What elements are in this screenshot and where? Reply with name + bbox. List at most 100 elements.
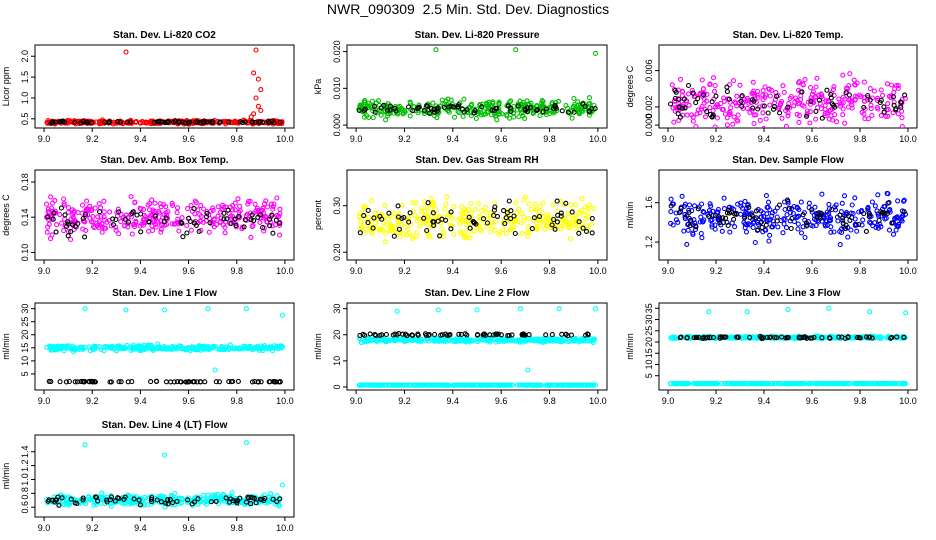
data-point	[769, 224, 775, 230]
data-point	[467, 235, 473, 241]
data-point	[169, 200, 175, 206]
data-point	[847, 97, 853, 103]
data-point	[868, 220, 874, 226]
reference-point	[138, 229, 144, 235]
reference-point	[732, 211, 738, 217]
data-point	[840, 100, 846, 106]
reference-point	[854, 334, 860, 341]
data-point	[220, 491, 226, 498]
y-tick-label: 0.000	[644, 114, 654, 137]
reference-point	[174, 379, 180, 385]
data-point	[765, 199, 772, 205]
data-point	[902, 211, 909, 217]
reference-point	[543, 332, 549, 338]
reference-point	[163, 379, 169, 385]
y-tick-label: 30	[20, 304, 30, 314]
data-point	[700, 380, 706, 387]
y-tick-label: 0.18	[20, 173, 30, 191]
reference-point	[857, 335, 863, 341]
reference-point	[672, 88, 678, 94]
reference-point	[404, 332, 410, 339]
reference-point	[81, 379, 87, 385]
reference-point	[709, 99, 715, 105]
outlier-point	[82, 306, 88, 312]
data-point	[679, 193, 685, 199]
data-point	[101, 209, 107, 215]
data-point	[515, 219, 521, 225]
plot-frame	[34, 169, 295, 261]
data-point	[824, 222, 830, 228]
reference-point	[811, 334, 817, 341]
y-tick-label: 1.4	[20, 445, 30, 458]
reference-point	[365, 207, 371, 213]
data-point	[555, 98, 562, 104]
data-point	[878, 112, 884, 118]
panel-title: Stan. Dev. Li-820 Pressure	[415, 30, 540, 41]
reference-point	[840, 220, 846, 226]
data-point	[495, 382, 501, 388]
reference-point	[524, 105, 530, 111]
data-point	[807, 84, 814, 91]
data-point	[684, 112, 690, 118]
data-point	[542, 226, 548, 232]
x-tick-label: 9.6	[495, 266, 508, 276]
data-point	[277, 206, 283, 212]
data-point	[402, 224, 408, 230]
data-point	[724, 122, 730, 128]
reference-point	[163, 500, 169, 506]
data-point	[148, 344, 154, 350]
reference-point	[902, 92, 908, 98]
data-point	[169, 344, 175, 350]
reference-point	[392, 105, 398, 111]
reference-point	[415, 331, 421, 337]
data-point	[538, 382, 545, 388]
reference-point	[569, 209, 575, 215]
data-point	[845, 85, 851, 91]
reference-point	[723, 215, 729, 221]
reference-point	[867, 97, 873, 103]
data-point	[545, 211, 551, 218]
reference-point	[245, 494, 251, 500]
data-point	[472, 207, 478, 213]
reference-point	[582, 103, 588, 110]
data-point	[534, 220, 540, 226]
reference-point	[866, 214, 872, 220]
reference-point	[191, 379, 197, 385]
reference-point	[158, 499, 164, 505]
reference-point	[400, 331, 406, 337]
data-point	[767, 93, 773, 99]
data-point	[175, 216, 181, 222]
data-point	[725, 381, 731, 387]
data-point	[699, 201, 705, 207]
data-point	[711, 88, 718, 94]
data-point	[109, 343, 115, 349]
data-point	[836, 96, 842, 102]
data-point	[446, 107, 452, 114]
data-point	[265, 499, 271, 506]
data-point	[524, 98, 530, 104]
data-point	[373, 225, 379, 231]
data-point	[475, 201, 481, 207]
outlier-point	[474, 307, 480, 313]
data-point	[461, 382, 467, 388]
x-tick-label: 10.0	[899, 266, 917, 276]
reference-point	[186, 215, 192, 222]
data-point	[206, 229, 212, 235]
data-point	[668, 220, 674, 226]
x-tick-label: 10.0	[899, 134, 917, 144]
data-point	[809, 380, 815, 387]
data-point	[139, 221, 145, 227]
y-tick-label: 20	[644, 337, 654, 347]
reference-point	[258, 212, 264, 218]
data-point	[52, 346, 58, 352]
data-point	[218, 215, 224, 221]
panel-title: Stan. Dev. Li-820 CO2	[113, 30, 216, 41]
data-point	[128, 347, 134, 353]
reference-point	[108, 379, 114, 385]
data-point	[441, 230, 447, 236]
data-point	[891, 99, 897, 105]
reference-point	[276, 220, 282, 226]
reference-point	[72, 500, 78, 506]
x-tick-label: 9.2	[86, 396, 99, 406]
